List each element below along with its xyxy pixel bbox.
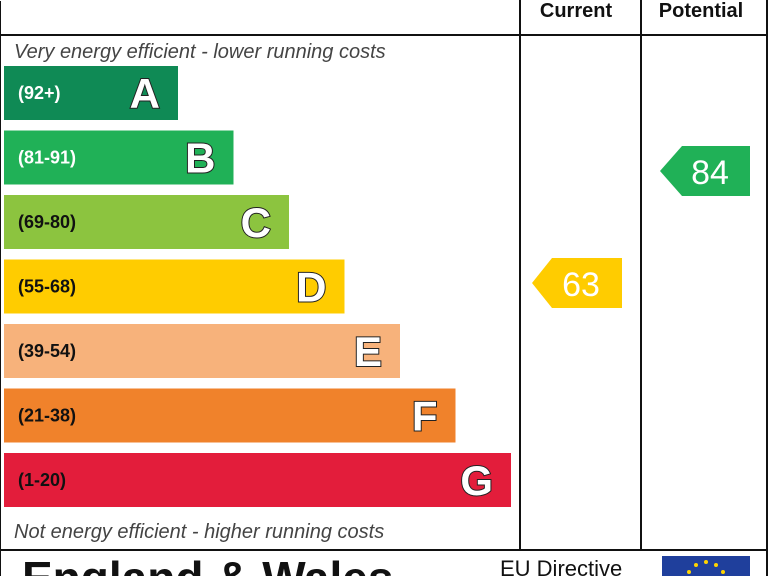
band-letter-g: G xyxy=(460,457,493,504)
current-rating-value: 63 xyxy=(562,266,600,304)
band-letter-c: C xyxy=(241,199,271,246)
band-letter-a: A xyxy=(130,70,160,117)
band-range-b: (81-91) xyxy=(18,148,76,168)
band-letter-d: D xyxy=(296,264,326,311)
band-range-e: (39-54) xyxy=(18,341,76,361)
band-bar-e xyxy=(4,324,400,378)
band-bar-b xyxy=(4,130,234,185)
band-range-c: (69-80) xyxy=(18,212,76,232)
potential-rating-arrow: 84 xyxy=(660,146,750,196)
header-current: Current xyxy=(540,0,613,22)
band-range-f: (21-38) xyxy=(18,406,76,426)
band-bar-d xyxy=(4,259,345,314)
band-range-d: (55-68) xyxy=(18,277,76,297)
band-bar-c xyxy=(4,195,289,249)
band-bar-f xyxy=(4,388,456,443)
current-rating-arrow: 63 xyxy=(532,258,622,308)
band-letter-b: B xyxy=(185,135,215,182)
bottom-note: Not energy efficient - higher running co… xyxy=(14,521,384,543)
band-letter-f: F xyxy=(412,393,438,440)
band-letter-e: E xyxy=(354,328,382,375)
band-bar-a xyxy=(4,66,178,120)
band-range-g: (1-20) xyxy=(18,470,66,490)
eu-flag-icon xyxy=(662,556,750,576)
header-potential: Potential xyxy=(659,0,743,22)
band-range-a: (92+) xyxy=(18,83,61,103)
top-note: Very energy efficient - lower running co… xyxy=(14,41,386,63)
band-bar-g xyxy=(4,453,511,507)
footer-country: England & Wales xyxy=(22,552,393,576)
potential-rating-value: 84 xyxy=(691,154,729,192)
footer-directive: EU Directive xyxy=(500,556,622,576)
band-bars: (92+) A (81-91) B (69-80) C (55-68) D (39-54) E (2… xyxy=(4,66,511,507)
